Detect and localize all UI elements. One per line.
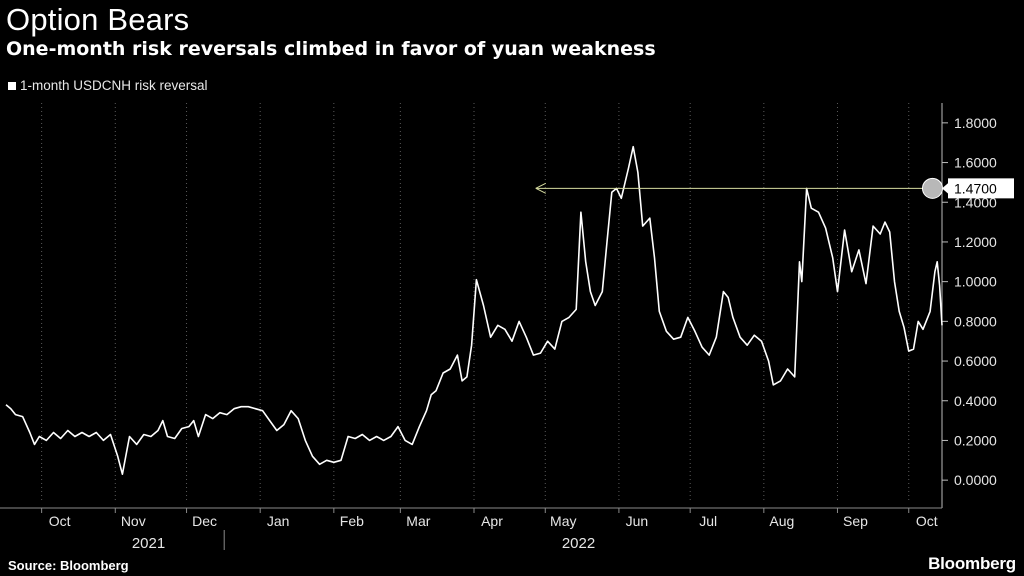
x-tick-label: Jun bbox=[626, 513, 649, 529]
chart-title: Option Bears bbox=[6, 2, 190, 37]
legend: 1-month USDCNH risk reversal bbox=[8, 78, 208, 93]
x-tick-label: Oct bbox=[916, 513, 938, 529]
y-tick-label: 1.6000 bbox=[954, 155, 997, 171]
callout-pointer bbox=[942, 182, 949, 195]
last-value-marker bbox=[921, 177, 943, 199]
source-note: Source: Bloomberg bbox=[8, 558, 129, 573]
x-tick-label: Jan bbox=[267, 513, 290, 529]
x-tick-label: Nov bbox=[121, 513, 146, 529]
x-tick-label: Sep bbox=[843, 513, 868, 529]
x-tick-label: Dec bbox=[192, 513, 217, 529]
x-tick-label: May bbox=[550, 513, 576, 529]
series-line bbox=[5, 145, 943, 475]
x-tick-label: Aug bbox=[769, 513, 794, 529]
y-tick-label: 0.8000 bbox=[954, 313, 997, 329]
year-label: 2022 bbox=[562, 535, 595, 552]
y-tick-label: 1.8000 bbox=[954, 115, 997, 131]
legend-swatch bbox=[8, 81, 16, 90]
year-label: 2021 bbox=[132, 535, 165, 552]
x-tick-label: Apr bbox=[481, 513, 503, 529]
y-tick-label: 1.0000 bbox=[954, 274, 997, 290]
x-tick-label: Mar bbox=[406, 513, 430, 529]
y-tick-label: 0.2000 bbox=[954, 432, 997, 448]
y-tick-label: 0.4000 bbox=[954, 393, 997, 409]
callout-box bbox=[948, 178, 1014, 199]
x-tick-label: Oct bbox=[49, 513, 71, 529]
y-tick-label: 0.0000 bbox=[954, 472, 997, 488]
chart-subtitle: One-month risk reversals climbed in favo… bbox=[6, 38, 656, 60]
y-tick-label: 1.2000 bbox=[954, 234, 997, 250]
legend-label: 1-month USDCNH risk reversal bbox=[20, 78, 208, 93]
annotation-arrowhead bbox=[535, 182, 546, 194]
x-tick-label: Jul bbox=[699, 513, 717, 529]
y-tick-label: 0.6000 bbox=[954, 353, 997, 369]
bloomberg-logo: Bloomberg bbox=[928, 554, 1016, 573]
x-tick-label: Feb bbox=[340, 513, 364, 529]
callout-label: 1.4700 bbox=[954, 180, 997, 196]
